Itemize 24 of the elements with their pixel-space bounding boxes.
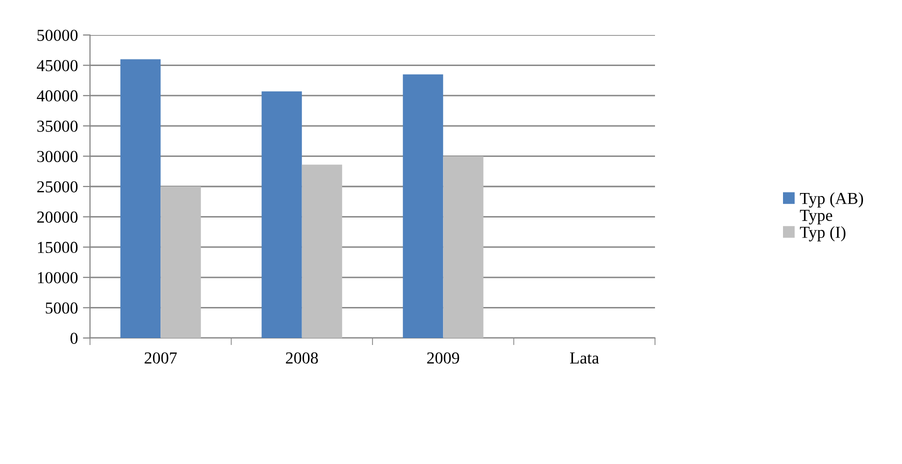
y-tick-label: 40000 (36, 90, 78, 102)
bar (160, 186, 201, 338)
text: Type (800, 210, 832, 224)
y-tick-label: 50000 (37, 30, 78, 41)
x-tick-label: 2009 (427, 352, 460, 364)
bar (120, 59, 161, 338)
x-tick-label: 2008 (286, 352, 318, 364)
y-tick-label: 5000 (46, 302, 78, 314)
y-tick-label: 35000 (37, 120, 78, 132)
y-tick-label: 25000 (37, 181, 78, 192)
y-tick-label: 30000 (37, 150, 78, 162)
legend-label: Typ (AB) (800, 192, 864, 208)
x-tick-label: 2007 (144, 352, 177, 364)
bar (262, 91, 302, 338)
y-tick-label: 10000 (38, 272, 78, 284)
y-tick-label: 45000 (36, 60, 78, 72)
x-tick-label: Lata (570, 352, 599, 364)
y-tick-label: 20000 (37, 212, 78, 223)
y-tick-label: 0 (70, 332, 78, 344)
legend-label: Typ (I) (800, 226, 846, 242)
bar (443, 156, 484, 338)
bar (302, 164, 342, 338)
y-tick-label: 15000 (38, 242, 78, 254)
bar (402, 74, 444, 338)
